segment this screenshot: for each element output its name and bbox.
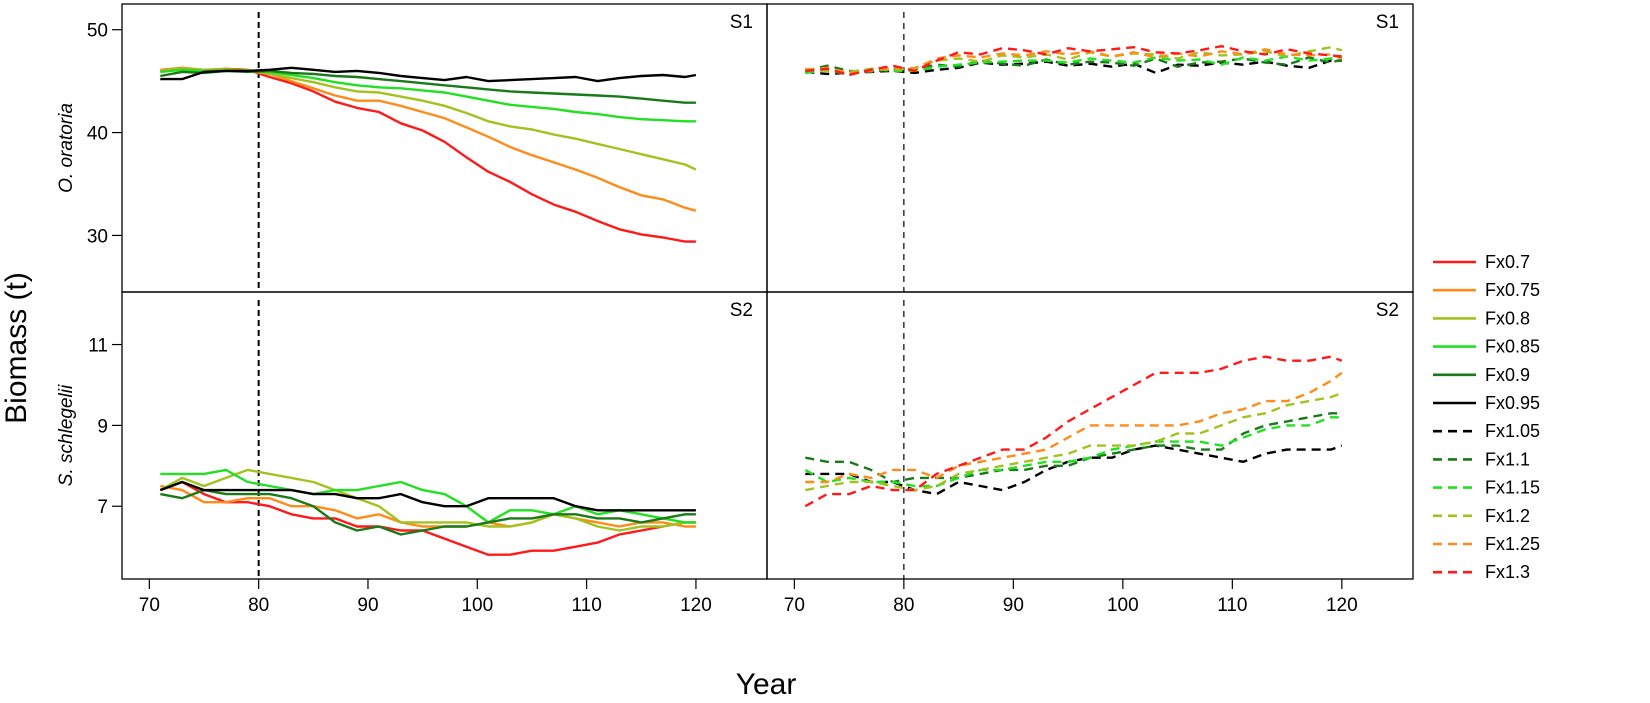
series-Fx0_95	[160, 66, 697, 83]
series-Fx0_75	[160, 66, 697, 212]
series-Fx1_25	[805, 371, 1343, 484]
series-Fx0_7	[159, 480, 696, 556]
panel-label: S2	[730, 300, 753, 321]
x-axis-title: Year	[736, 668, 797, 701]
legend-label: Fx0.7	[1485, 252, 1530, 272]
x-tick-label: 70	[784, 595, 805, 616]
panel-frame	[121, 3, 768, 293]
series-Fx0_85	[160, 468, 696, 524]
x-tick-label: 90	[1003, 595, 1024, 616]
y-tick-label: 40	[87, 124, 108, 145]
y-tick-label: 11	[88, 336, 108, 357]
axes: 30 40 50 O. oratoria 7 9 11 S. schlegelii 70 80 90…	[56, 3, 1414, 616]
x-tick-label: 120	[1326, 595, 1358, 616]
panel-label: S1	[1376, 12, 1399, 33]
legend-label: Fx0.9	[1485, 365, 1530, 385]
legend-label: Fx1.2	[1485, 506, 1530, 526]
x-tick-label: 120	[680, 595, 712, 616]
x-tick-label: 100	[1107, 595, 1139, 616]
y-tick-label: 30	[87, 226, 108, 247]
y-tick-label: 7	[97, 497, 108, 518]
x-tick-label: 80	[893, 595, 914, 616]
series-Fx0_7	[160, 66, 696, 243]
panel-label: S2	[1376, 300, 1399, 321]
panel-frame	[121, 291, 768, 580]
series-Fx1_2	[805, 391, 1343, 492]
series-Fx1_3	[805, 45, 1342, 77]
series-Fx0_9	[160, 69, 696, 104]
series-Fx0_95	[159, 480, 696, 512]
x-tick-label: 80	[248, 595, 269, 616]
plot-area: S1 S1 S2 S2	[159, 12, 1399, 579]
legend-label: Fx1.05	[1485, 421, 1540, 441]
panel-r0c0: S1	[160, 12, 753, 292]
x-tick-label: 70	[139, 595, 160, 616]
panel-r0c1: S1	[805, 12, 1399, 292]
species-label: S. schlegelii	[56, 384, 77, 486]
x-tick-label: 90	[357, 595, 378, 616]
legend-label: Fx0.85	[1485, 337, 1540, 357]
series-Fx0_8	[159, 468, 696, 532]
x-tick-label: 110	[1217, 595, 1247, 616]
legend-label: Fx0.95	[1485, 393, 1540, 413]
y-tick-label: 50	[87, 21, 108, 42]
panel-r1c1: S2	[804, 300, 1399, 579]
series-Fx1_3	[804, 355, 1343, 508]
legend-label: Fx0.75	[1485, 280, 1540, 300]
series-Fx1_1	[805, 412, 1342, 484]
y-tick-label: 9	[97, 416, 108, 437]
x-tick-label: 110	[571, 595, 601, 616]
series-Fx0_9	[160, 488, 696, 536]
species-label: O. oratoria	[56, 103, 77, 193]
legend-label: Fx0.8	[1485, 308, 1530, 328]
panel-frame	[766, 3, 1414, 293]
x-tick-label: 100	[461, 595, 493, 616]
panel-frame	[766, 291, 1414, 580]
legend-label: Fx1.3	[1485, 562, 1530, 582]
legend-label: Fx1.15	[1485, 478, 1540, 498]
legend-label: Fx1.25	[1485, 534, 1540, 554]
series-Fx1_2	[805, 46, 1343, 74]
panel-r1c0: S2	[159, 300, 753, 579]
series-Fx1_15	[804, 416, 1342, 488]
legend-label: Fx1.1	[1485, 449, 1530, 469]
legend: Fx0.7 Fx0.75 Fx0.8 Fx0.85 Fx0.9 Fx0.95 Fx1.05 F…	[1433, 252, 1540, 582]
series-Fx1_15	[805, 55, 1342, 77]
series-Fx0_75	[160, 484, 696, 528]
series-Fx1_25	[805, 48, 1343, 75]
y-axis-title: Biomass (t)	[0, 272, 33, 424]
panel-label: S1	[730, 12, 753, 33]
